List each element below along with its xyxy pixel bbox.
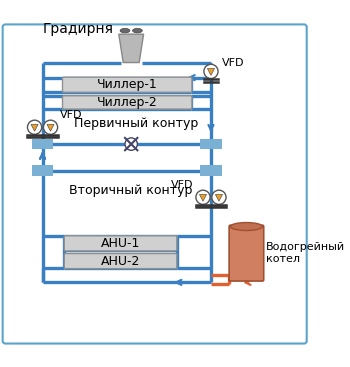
Ellipse shape — [230, 222, 262, 230]
Text: Чиллер-1: Чиллер-1 — [97, 78, 158, 91]
Text: AHU-1: AHU-1 — [101, 237, 140, 250]
Circle shape — [125, 138, 138, 150]
Text: VFD: VFD — [171, 180, 193, 190]
Polygon shape — [208, 69, 215, 75]
Text: VFD: VFD — [222, 58, 244, 68]
FancyBboxPatch shape — [200, 139, 222, 149]
Polygon shape — [47, 124, 54, 131]
Polygon shape — [119, 34, 144, 62]
Polygon shape — [199, 195, 206, 201]
Circle shape — [43, 120, 58, 134]
FancyBboxPatch shape — [3, 25, 307, 344]
FancyBboxPatch shape — [64, 254, 177, 269]
FancyBboxPatch shape — [229, 225, 264, 281]
Ellipse shape — [120, 28, 130, 33]
Text: Чиллер-2: Чиллер-2 — [97, 96, 158, 109]
Circle shape — [204, 64, 218, 79]
Text: Первичный контур: Первичный контур — [74, 117, 198, 130]
Circle shape — [28, 120, 42, 134]
FancyBboxPatch shape — [63, 96, 192, 109]
Polygon shape — [31, 124, 38, 131]
Text: Вторичный контур: Вторичный контур — [69, 184, 192, 197]
FancyBboxPatch shape — [32, 166, 53, 176]
FancyBboxPatch shape — [63, 77, 192, 92]
Polygon shape — [215, 195, 223, 201]
Text: Градирня: Градирня — [42, 22, 113, 36]
FancyBboxPatch shape — [32, 139, 53, 149]
Circle shape — [212, 190, 226, 204]
FancyBboxPatch shape — [200, 166, 222, 176]
Circle shape — [196, 190, 210, 204]
Text: VFD: VFD — [60, 110, 83, 120]
Ellipse shape — [133, 28, 142, 33]
Text: AHU-2: AHU-2 — [101, 255, 140, 268]
Text: Водогрейный
котел: Водогрейный котел — [266, 242, 345, 264]
FancyBboxPatch shape — [64, 236, 177, 251]
